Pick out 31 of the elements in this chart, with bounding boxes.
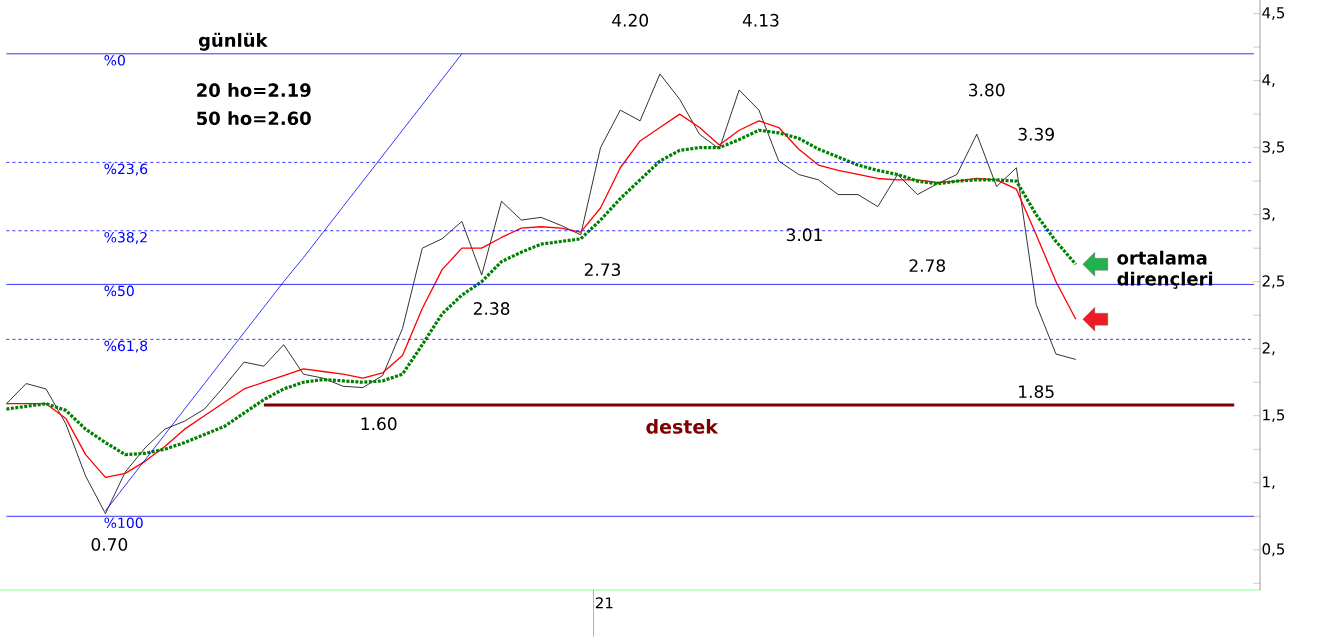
annotation: 4.20 xyxy=(612,13,649,27)
annotation: 4.13 xyxy=(742,13,779,27)
y-tick-label: 3,5 xyxy=(1262,141,1285,155)
annotation: 3.80 xyxy=(969,83,1005,97)
annotation: 3.01 xyxy=(786,228,822,242)
annotation: 0.70 xyxy=(91,538,128,551)
text: günlük xyxy=(198,32,268,51)
annotation: destek xyxy=(646,419,719,434)
annotation: 1.60 xyxy=(361,417,397,431)
text: 21 xyxy=(595,597,613,609)
annotation: 50 ho=2.60 xyxy=(197,111,311,126)
annotation: %61,8 xyxy=(104,340,148,353)
annotation: %23,6 xyxy=(104,163,148,176)
annotation: %0 xyxy=(104,55,125,66)
annotation: %100 xyxy=(104,517,143,529)
y-tick-label: 3, xyxy=(1262,208,1275,222)
y-tick-label: 1,5 xyxy=(1263,409,1285,423)
y-tick-label: 2, xyxy=(1262,342,1275,356)
annotation: %38,2 xyxy=(104,231,147,244)
y-tick-label: 4, xyxy=(1262,74,1275,87)
annotation: 1.85 xyxy=(1019,385,1054,399)
y-tick-label: 4,5 xyxy=(1262,7,1285,20)
annotation: 2.78 xyxy=(909,259,946,273)
annotation: 20 ho=2.19 xyxy=(197,83,311,97)
y-tick-label: 1, xyxy=(1263,476,1275,490)
annotation: 3.39 xyxy=(1018,127,1054,141)
y-tick-label: 2,5 xyxy=(1262,275,1285,289)
annotation: %50 xyxy=(104,285,134,297)
annotation: 2.73 xyxy=(584,263,621,277)
y-tick-label: 0,5 xyxy=(1262,543,1285,557)
annotation: 2.38 xyxy=(473,302,510,315)
